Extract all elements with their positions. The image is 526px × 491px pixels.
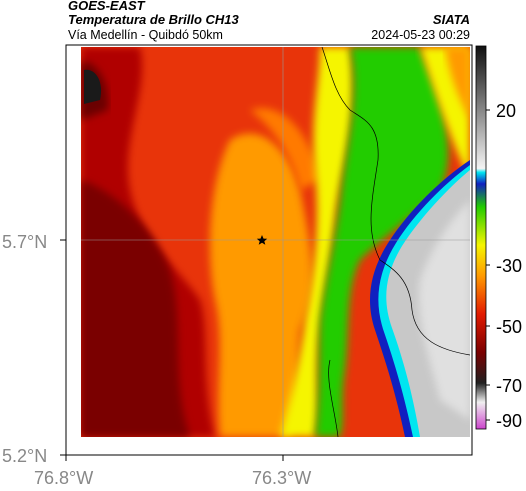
satellite-title: GOES-EAST <box>68 0 145 13</box>
lon-tick-label: 76.3°W <box>252 468 311 488</box>
colorbar-tick-label: 20 <box>496 101 516 121</box>
org-label: SIATA <box>432 12 470 27</box>
brightness-field <box>81 47 470 437</box>
colorbar <box>475 45 487 430</box>
product-title: Temperatura de Brillo CH13 <box>68 12 239 27</box>
route-subtitle: Vía Medellín - Quibdó 50km <box>68 28 223 42</box>
location-star-marker <box>256 235 268 245</box>
lon-tick-label: 76.8°W <box>34 468 93 488</box>
colorbar-tick-label: -90 <box>496 411 522 431</box>
lat-tick-label: 5.7°N <box>2 232 47 252</box>
colorbar-tick-label: -30 <box>496 256 522 276</box>
colorbar-tick-label: -70 <box>496 376 522 396</box>
colorbar-ticks <box>486 109 490 421</box>
colorbar-tick-label: -50 <box>496 317 522 337</box>
timestamp-label: 2024-05-23 00:29 <box>371 28 470 42</box>
lat-tick-label: 5.2°N <box>2 446 47 466</box>
axis-ticks <box>60 239 284 461</box>
